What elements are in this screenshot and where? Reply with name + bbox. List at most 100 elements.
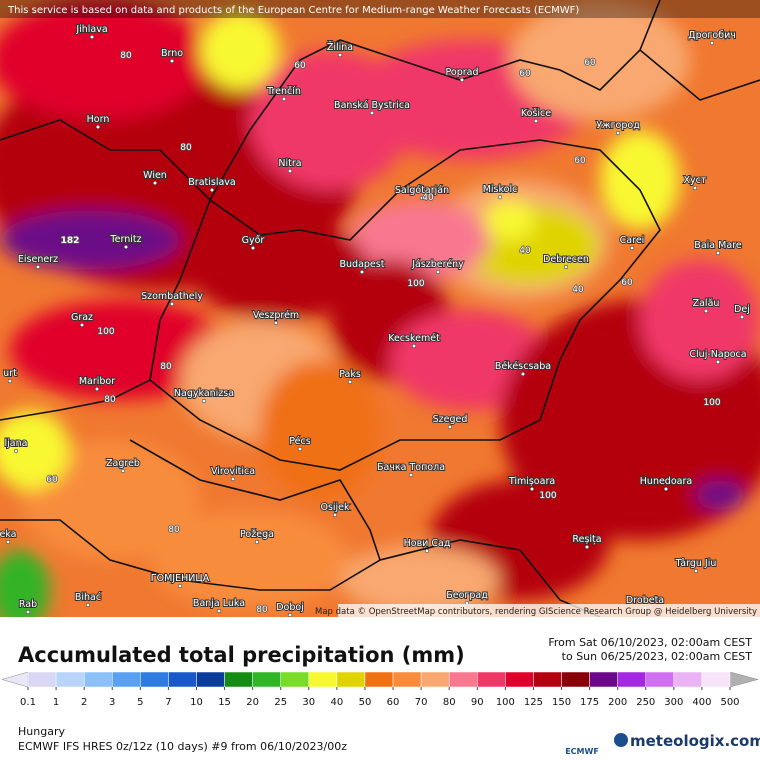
city-label: Wien [143, 170, 167, 181]
city-dot [287, 168, 293, 174]
city-dot [123, 244, 129, 250]
colorbar-swatch [83, 671, 113, 688]
city-label: Nagykanizsa [174, 388, 234, 399]
city-label: Győr [242, 235, 265, 246]
colorbar-tick-label: 125 [524, 697, 543, 708]
contour-label: 80 [160, 362, 172, 372]
colorbar-swatch [336, 671, 366, 688]
city-dot [703, 308, 709, 314]
colorbar-tick-label: 2 [81, 697, 87, 708]
city-dot [715, 250, 721, 256]
city-dot [529, 486, 535, 492]
city-label: Ternitz [109, 234, 141, 245]
colorbar-tick-label: 0.1 [20, 697, 36, 708]
city-label: Miskolc [483, 184, 518, 195]
city-label: Dej [734, 304, 750, 315]
city-label: Graz [71, 312, 93, 323]
contour-label: 80 [168, 525, 180, 535]
city-dot [297, 446, 303, 452]
colorbar-swatch [645, 671, 675, 688]
city-label: Maribor [79, 376, 115, 387]
city-dot [419, 195, 425, 201]
colorbar-swatch [168, 671, 197, 688]
colorbar-tick-label: 70 [415, 697, 428, 708]
map-credit: Map data © OpenStreetMap contributors, r… [315, 607, 757, 617]
city-label: Virovitica [211, 466, 255, 477]
city-dot [411, 343, 417, 349]
city-dot [273, 320, 279, 326]
colorbar-tick-label: 200 [608, 697, 627, 708]
contour-label: 60 [584, 58, 596, 68]
colorbar-swatch [140, 671, 169, 688]
city-dot [13, 448, 19, 454]
city-dot [250, 245, 256, 251]
colorbar-swatch [392, 671, 422, 688]
contour-label: 80 [180, 143, 192, 153]
city-dot [120, 468, 126, 474]
city-dot [359, 269, 365, 275]
city-dot [85, 602, 91, 608]
city-label: Salgótarján [395, 185, 449, 196]
date-to: to Sun 06/25/2023, 02:00am CEST [562, 650, 753, 663]
city-label: Veszprém [253, 310, 299, 321]
city-label: Hunedoara [640, 476, 692, 487]
contour-label: 80 [104, 395, 116, 405]
contour-label: 60 [46, 475, 58, 485]
brand[interactable]: meteologix.com [630, 732, 760, 750]
contour-label: 40 [572, 285, 584, 295]
city-label: Košice [521, 108, 551, 119]
city-dot [169, 301, 175, 307]
city-dot [79, 322, 85, 328]
city-label: Drobeta [626, 595, 664, 606]
city-label: Нови Сад [404, 538, 451, 549]
city-label: Eisenerz [18, 254, 58, 265]
city-dot [709, 40, 715, 46]
colorbar-swatch [280, 671, 310, 688]
city-label: Pécs [289, 436, 310, 447]
colorbar-swatch [420, 671, 450, 688]
colorbar-tick-label: 80 [443, 697, 456, 708]
city-dot [584, 544, 590, 550]
colorbar-swatch [448, 671, 478, 688]
contour-label: 100 [539, 491, 556, 501]
colorbar-tick-label: 10 [190, 697, 203, 708]
colorbar-tick-label: 250 [636, 697, 655, 708]
city-label: Brno [161, 48, 183, 59]
city-dot [94, 386, 100, 392]
contour-label: 100 [407, 279, 424, 289]
colorbar-tick-label: 175 [580, 697, 599, 708]
city-label: Požega [240, 529, 274, 540]
city-label: Cluj-Napoca [689, 349, 746, 360]
city-label: Szombathely [141, 291, 203, 302]
colorbar-tick-label: 20 [246, 697, 259, 708]
colorbar-tick-label: 30 [302, 697, 315, 708]
city-dot [201, 398, 207, 404]
colorbar-swatch [364, 671, 394, 688]
city-label: ljana [5, 438, 28, 449]
colorbar-tick-label: 500 [720, 697, 739, 708]
contour-label: 80 [256, 605, 268, 615]
city-label: Дрогобич [688, 30, 736, 41]
city-dot [347, 379, 353, 385]
city-label: Târgu Jiu [675, 558, 717, 569]
city-dot [629, 245, 635, 251]
city-label: Poprad [446, 67, 479, 78]
contour-label: 60 [621, 278, 633, 288]
city-label: Београд [446, 590, 488, 601]
colorbar-tick-label: 60 [387, 697, 400, 708]
colorbar-tick-label: 300 [664, 697, 683, 708]
contour-label: 60 [294, 61, 306, 71]
city-dot [332, 512, 338, 518]
colorbar-under [1, 671, 29, 688]
city-label: Bratislava [188, 177, 235, 188]
city-label: Doboj [276, 602, 304, 613]
city-label: Zalău [693, 298, 720, 309]
city-dot [408, 472, 414, 478]
city-dot [520, 371, 526, 377]
city-label: urt [3, 368, 17, 379]
colorbar-tick-label: 7 [165, 697, 171, 708]
city-dot [424, 548, 430, 554]
city-label: Banská Bystrica [334, 100, 410, 111]
city-label: Хуст [684, 175, 707, 186]
